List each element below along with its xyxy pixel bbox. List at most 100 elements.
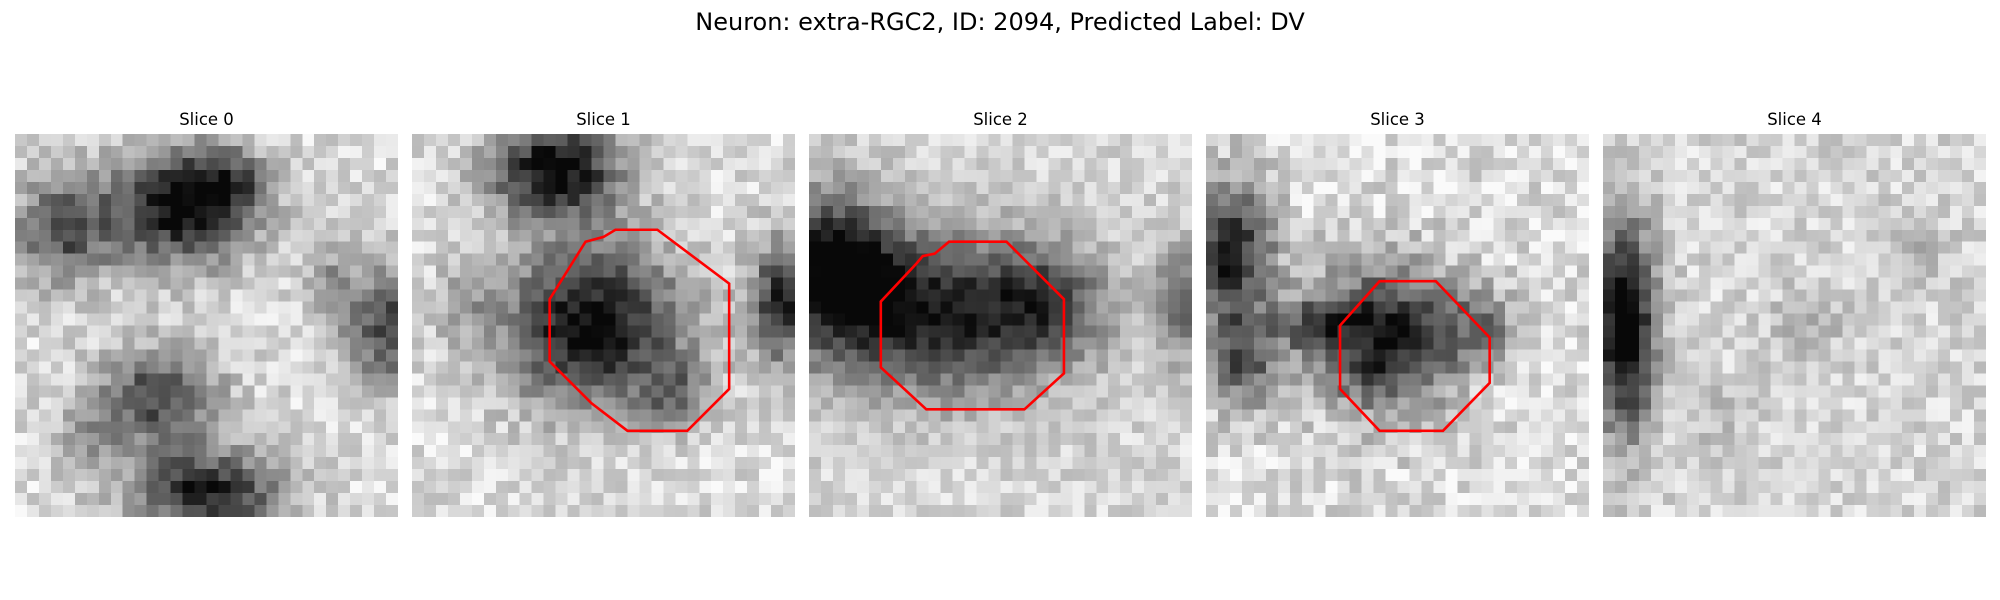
image-pixel [1024, 493, 1037, 506]
image-pixel [1421, 157, 1434, 171]
image-pixel [940, 385, 953, 398]
image-pixel [1638, 325, 1652, 338]
image-pixel [350, 337, 363, 350]
image-pixel [495, 337, 508, 350]
image-pixel [952, 265, 965, 278]
image-pixel [1132, 457, 1145, 470]
image-pixel [1265, 325, 1279, 338]
image-pixel [459, 445, 473, 458]
image-pixel [278, 289, 291, 302]
image-pixel [699, 217, 712, 230]
image-pixel [1902, 433, 1915, 446]
image-pixel [1806, 169, 1819, 183]
image-pixel [809, 409, 822, 422]
image-pixel [1265, 181, 1279, 195]
image-pixel [603, 493, 616, 506]
image-pixel [435, 181, 449, 195]
image-pixel [1325, 373, 1338, 386]
image-pixel [1012, 385, 1025, 398]
image-pixel [1289, 385, 1302, 398]
image-pixel [1565, 205, 1578, 219]
image-pixel [1024, 301, 1037, 314]
image-pixel [1180, 433, 1192, 446]
image-pixel [639, 445, 652, 458]
image-pixel [1132, 445, 1145, 458]
image-pixel [1120, 289, 1133, 302]
image-pixel [1144, 253, 1157, 266]
image-pixel [1373, 433, 1386, 446]
image-pixel [832, 289, 846, 302]
image-pixel [771, 397, 784, 410]
image-pixel [1096, 421, 1109, 434]
image-pixel [230, 457, 243, 470]
image-pixel [1120, 481, 1133, 494]
image-pixel [820, 433, 834, 446]
image-pixel [471, 169, 485, 183]
image-pixel [278, 229, 291, 242]
image-pixel [374, 373, 387, 386]
image-pixel [844, 421, 858, 434]
image-pixel [1024, 361, 1037, 374]
image-pixel [459, 421, 473, 434]
image-pixel [699, 157, 712, 171]
image-pixel [1529, 481, 1542, 494]
image-pixel [809, 457, 822, 470]
image-pixel [880, 493, 894, 506]
image-pixel [579, 373, 592, 386]
image-pixel [1782, 409, 1795, 422]
image-pixel [423, 134, 437, 147]
image-pixel [1313, 241, 1326, 254]
image-pixel [591, 277, 604, 290]
image-pixel [1794, 205, 1807, 219]
image-pixel [1553, 205, 1566, 219]
image-pixel [1168, 265, 1181, 278]
image-pixel [507, 337, 520, 350]
image-pixel [1313, 361, 1326, 374]
image-pixel [50, 229, 64, 242]
image-pixel [1325, 241, 1338, 254]
image-pixel [1962, 169, 1975, 183]
image-pixel [1289, 373, 1302, 386]
image-pixel [471, 421, 485, 434]
image-pixel [1493, 229, 1506, 242]
image-pixel [338, 433, 351, 446]
image-pixel [1361, 313, 1374, 326]
image-pixel [1722, 157, 1735, 171]
image-pixel [1878, 181, 1891, 195]
image-pixel [1168, 205, 1181, 219]
image-pixel [1373, 361, 1386, 374]
image-pixel [423, 253, 437, 266]
image-pixel [1313, 505, 1326, 517]
image-pixel [1084, 265, 1097, 278]
image-pixel [687, 409, 700, 422]
image-pixel [86, 409, 100, 422]
image-pixel [844, 505, 858, 517]
image-pixel [242, 457, 255, 470]
image-pixel [1950, 313, 1963, 326]
image-pixel [723, 241, 736, 254]
image-pixel [663, 289, 676, 302]
image-pixel [555, 241, 568, 254]
image-pixel [447, 433, 461, 446]
image-pixel [1962, 193, 1975, 207]
image-pixel [26, 277, 40, 290]
image-pixel [1325, 457, 1338, 470]
image-pixel [1806, 241, 1819, 254]
image-pixel [555, 433, 568, 446]
image-pixel [1433, 289, 1446, 302]
image-pixel [1168, 193, 1181, 207]
image-pixel [134, 433, 147, 446]
image-pixel [134, 373, 147, 386]
image-pixel [1710, 241, 1723, 254]
image-pixel [1782, 457, 1795, 470]
image-pixel [1505, 457, 1518, 470]
image-pixel [302, 505, 315, 517]
image-pixel [1734, 217, 1747, 230]
image-pixel [928, 361, 941, 374]
image-pixel [1662, 157, 1676, 171]
image-pixel [832, 397, 846, 410]
image-pixel [447, 361, 461, 374]
image-pixel [1746, 349, 1759, 362]
image-pixel [1650, 205, 1664, 219]
image-pixel [471, 457, 485, 470]
